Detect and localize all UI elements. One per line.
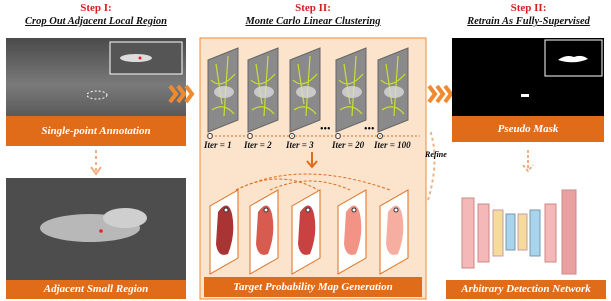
step-label: Step II: xyxy=(200,2,426,14)
panel-title: Monte Carlo Linear Clustering xyxy=(200,16,426,27)
target xyxy=(342,86,362,98)
target xyxy=(214,86,234,98)
point xyxy=(306,208,310,212)
ellipsis: ••• xyxy=(320,124,331,135)
point xyxy=(264,208,268,212)
target xyxy=(103,208,147,228)
panel-title: Crop Out Adjacent Local Region xyxy=(0,16,192,27)
iteration-label: Iter = 100 xyxy=(374,140,411,150)
iteration-label: Iter = 20 xyxy=(332,140,364,150)
point xyxy=(139,57,142,60)
target xyxy=(120,54,152,62)
arrow xyxy=(523,150,533,171)
step-label: Step I: xyxy=(0,2,192,14)
iteration-label: Iter = 3 xyxy=(286,140,314,150)
network xyxy=(462,190,576,274)
iteration-label: Iter = 1 xyxy=(204,140,232,150)
target xyxy=(254,86,274,98)
label: Target Probability Map Generation xyxy=(204,277,422,297)
point xyxy=(224,208,228,212)
point xyxy=(394,208,398,212)
refine-arrow xyxy=(428,130,435,200)
ellipsis: ••• xyxy=(364,124,375,135)
diagram: ••• ••• Step I: Crop Out Adjacent Local … xyxy=(0,0,611,301)
iteration-label: Iter = 2 xyxy=(244,140,272,150)
target xyxy=(384,86,404,98)
point xyxy=(99,229,103,233)
refine-label: Refine xyxy=(425,150,447,159)
panel-title: Retrain As Fully-Supervised xyxy=(446,16,611,27)
drawing: ••• ••• xyxy=(0,0,611,301)
label: Single-point Annotation xyxy=(6,116,186,146)
label: Adjacent Small Region xyxy=(6,280,186,299)
step-label: Step II: xyxy=(446,2,611,14)
target xyxy=(296,86,316,98)
label: Pseudo Mask xyxy=(452,116,604,142)
mask xyxy=(521,94,529,97)
label: Arbitrary Detection Network xyxy=(446,280,606,299)
point xyxy=(352,208,356,212)
